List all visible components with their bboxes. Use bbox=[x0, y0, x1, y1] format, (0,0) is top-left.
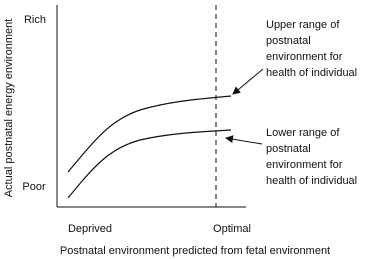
x-right-label: Optimal bbox=[213, 223, 251, 235]
lower-curve bbox=[67, 129, 232, 199]
annotation-line: postnatal bbox=[266, 143, 311, 155]
annotation-line: health of individual bbox=[266, 175, 357, 187]
annotation-line: environment for bbox=[266, 159, 343, 171]
x-axis-label: Postnatal environment predicted from fet… bbox=[60, 245, 330, 257]
arrow bbox=[232, 68, 264, 95]
arrow bbox=[225, 135, 263, 145]
annotation-line: health of individual bbox=[266, 67, 357, 79]
y-top-label: Rich bbox=[24, 14, 46, 26]
annotation-line: postnatal bbox=[266, 35, 311, 47]
annotation-line: environment for bbox=[266, 51, 343, 63]
upper-curve bbox=[67, 95, 232, 173]
annotation-line: Upper range of bbox=[266, 19, 340, 31]
annotation-line: Lower range of bbox=[266, 127, 340, 139]
annotations: Upper range of postnatal environment for he… bbox=[266, 19, 357, 187]
y-axis-label: Actual postnatal energy environment bbox=[3, 19, 15, 198]
x-left-label: Deprived bbox=[68, 223, 112, 235]
y-bottom-label: Poor bbox=[22, 181, 46, 193]
